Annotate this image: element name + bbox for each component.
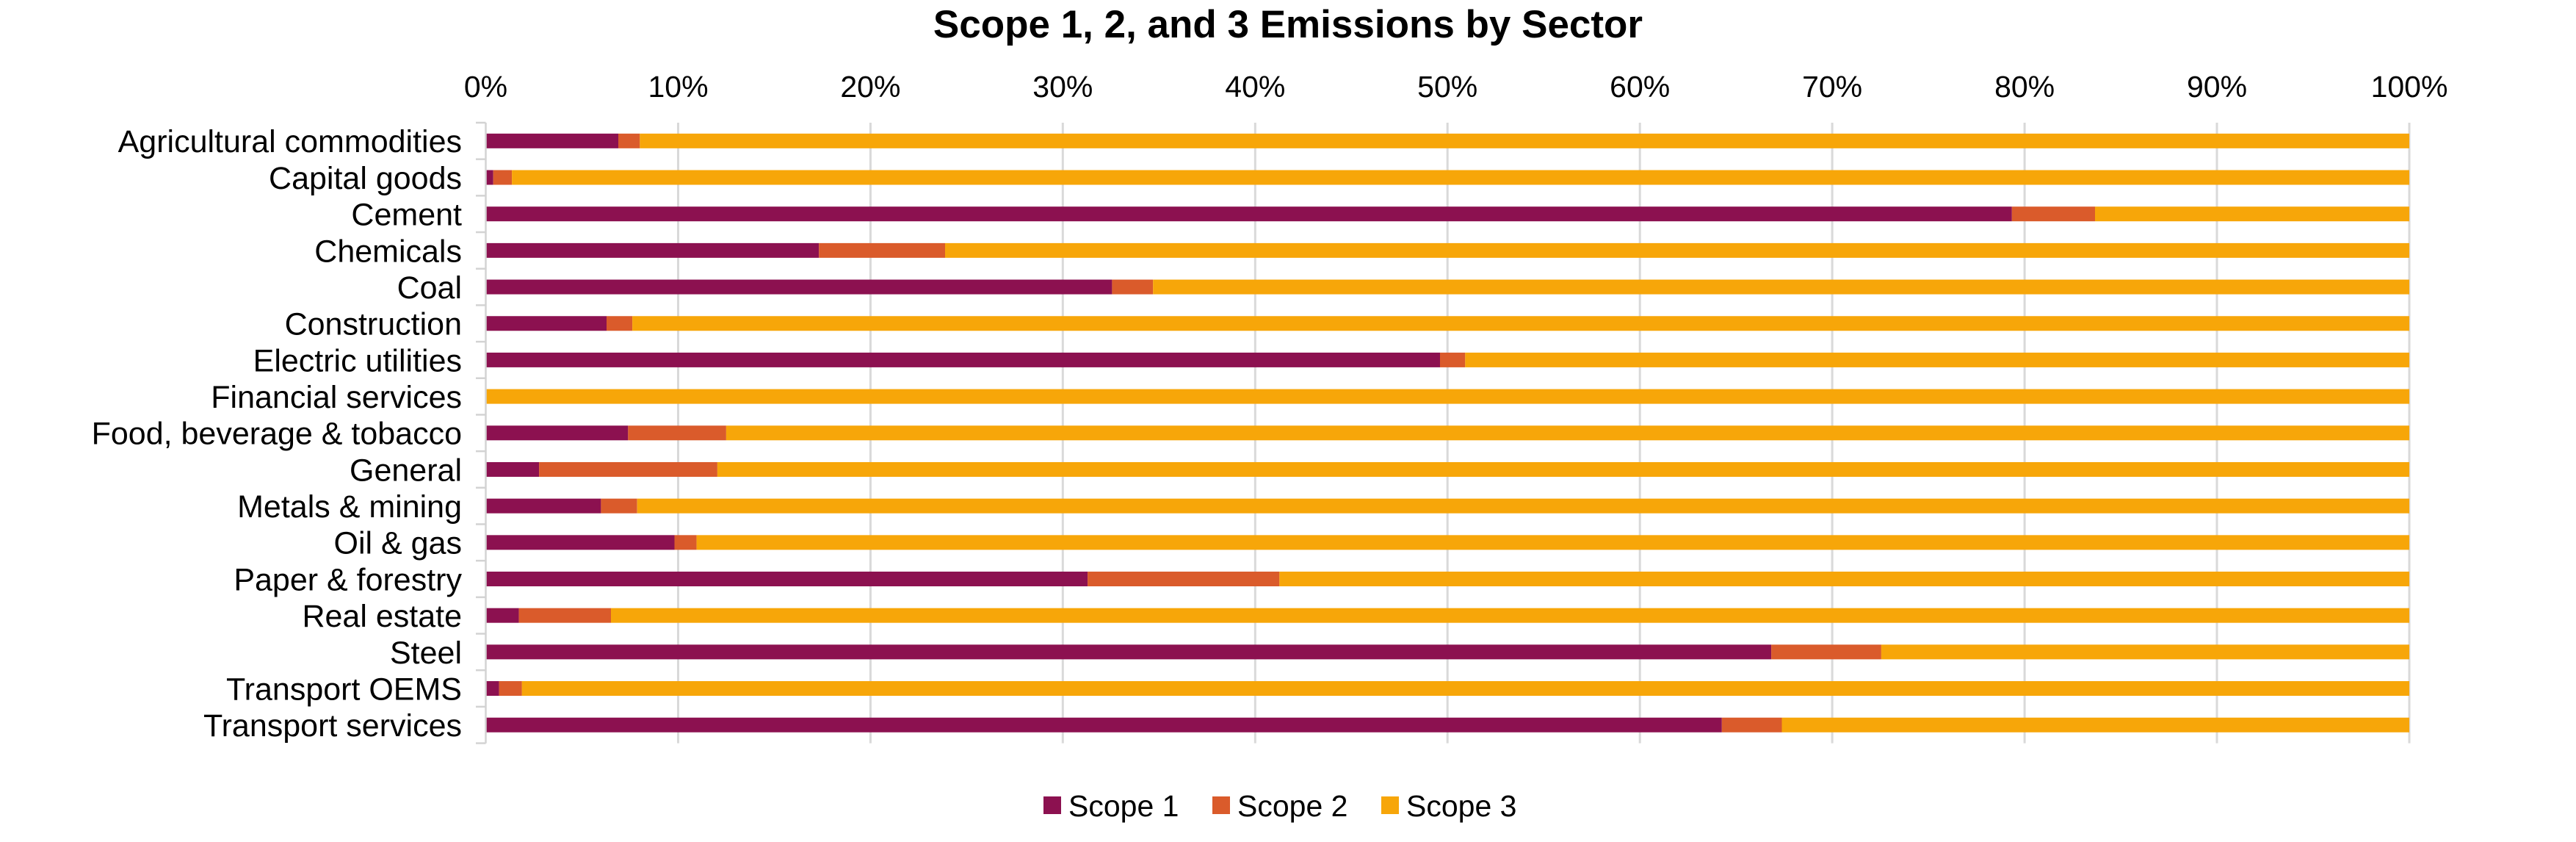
svg-text:Oil & gas: Oil & gas	[334, 526, 462, 561]
svg-text:Scope 2: Scope 2	[1237, 789, 1347, 823]
svg-text:Scope 3: Scope 3	[1406, 789, 1516, 823]
svg-text:Steel: Steel	[390, 636, 462, 671]
svg-text:90%: 90%	[2187, 70, 2247, 104]
svg-text:General: General	[350, 453, 462, 488]
svg-text:Metals & mining: Metals & mining	[237, 489, 462, 525]
svg-text:30%: 30%	[1032, 70, 1093, 104]
svg-text:60%: 60%	[1610, 70, 1670, 104]
svg-text:10%: 10%	[648, 70, 708, 104]
svg-text:Transport services: Transport services	[203, 708, 462, 744]
svg-text:Chemicals: Chemicals	[314, 234, 462, 269]
svg-text:0%: 0%	[464, 70, 507, 104]
svg-text:Paper & forestry: Paper & forestry	[234, 562, 462, 597]
svg-text:Transport OEMS: Transport OEMS	[226, 672, 462, 707]
svg-text:Electric utilities: Electric utilities	[253, 343, 462, 378]
svg-text:Coal: Coal	[397, 270, 462, 306]
svg-text:Real estate: Real estate	[302, 599, 462, 634]
svg-text:Capital goods: Capital goods	[269, 161, 462, 196]
svg-text:100%: 100%	[2371, 70, 2448, 104]
svg-text:Agricultural commodities: Agricultural commodities	[118, 124, 462, 159]
svg-text:Construction: Construction	[285, 307, 462, 342]
svg-text:70%: 70%	[1802, 70, 1862, 104]
svg-text:Scope 1, 2, and 3 Emissions by: Scope 1, 2, and 3 Emissions by Sector	[933, 3, 1643, 46]
svg-text:50%: 50%	[1417, 70, 1477, 104]
svg-text:20%: 20%	[840, 70, 900, 104]
svg-text:Scope 1: Scope 1	[1068, 789, 1179, 823]
svg-text:80%: 80%	[1994, 70, 2055, 104]
svg-text:40%: 40%	[1225, 70, 1285, 104]
svg-text:Food, beverage & tobacco: Food, beverage & tobacco	[92, 417, 462, 452]
svg-text:Financial services: Financial services	[211, 380, 462, 415]
svg-text:Cement: Cement	[351, 198, 462, 233]
